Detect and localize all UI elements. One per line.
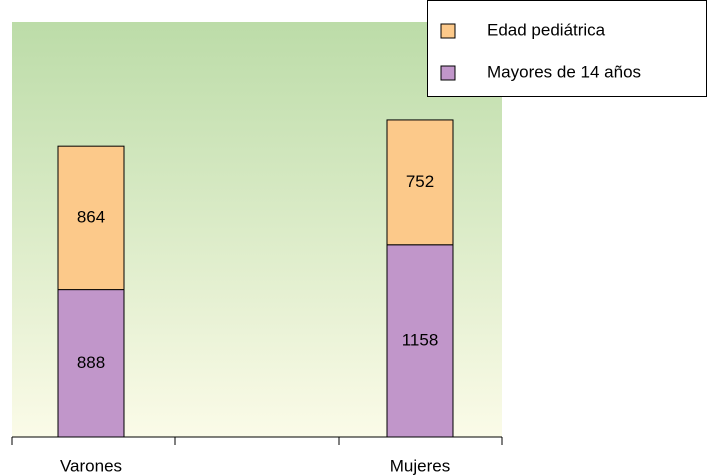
legend-label: Mayores de 14 años — [487, 62, 641, 81]
x-tick-label: Mujeres — [390, 456, 450, 475]
legend-label: Edad pediátrica — [487, 20, 606, 39]
legend-swatch — [440, 23, 456, 39]
x-tick-label: Varones — [60, 456, 122, 475]
legend-swatch — [440, 65, 456, 81]
bar-segment — [57, 289, 125, 438]
legend-box — [427, 0, 707, 97]
data-label: 864 — [77, 207, 105, 226]
data-label: 752 — [406, 172, 434, 191]
data-label: 1158 — [402, 330, 439, 349]
data-label: 888 — [77, 353, 105, 372]
x-axis — [11, 436, 503, 445]
bar-segment — [386, 244, 454, 438]
bar-segment — [386, 119, 454, 246]
bar-segment — [57, 145, 125, 291]
